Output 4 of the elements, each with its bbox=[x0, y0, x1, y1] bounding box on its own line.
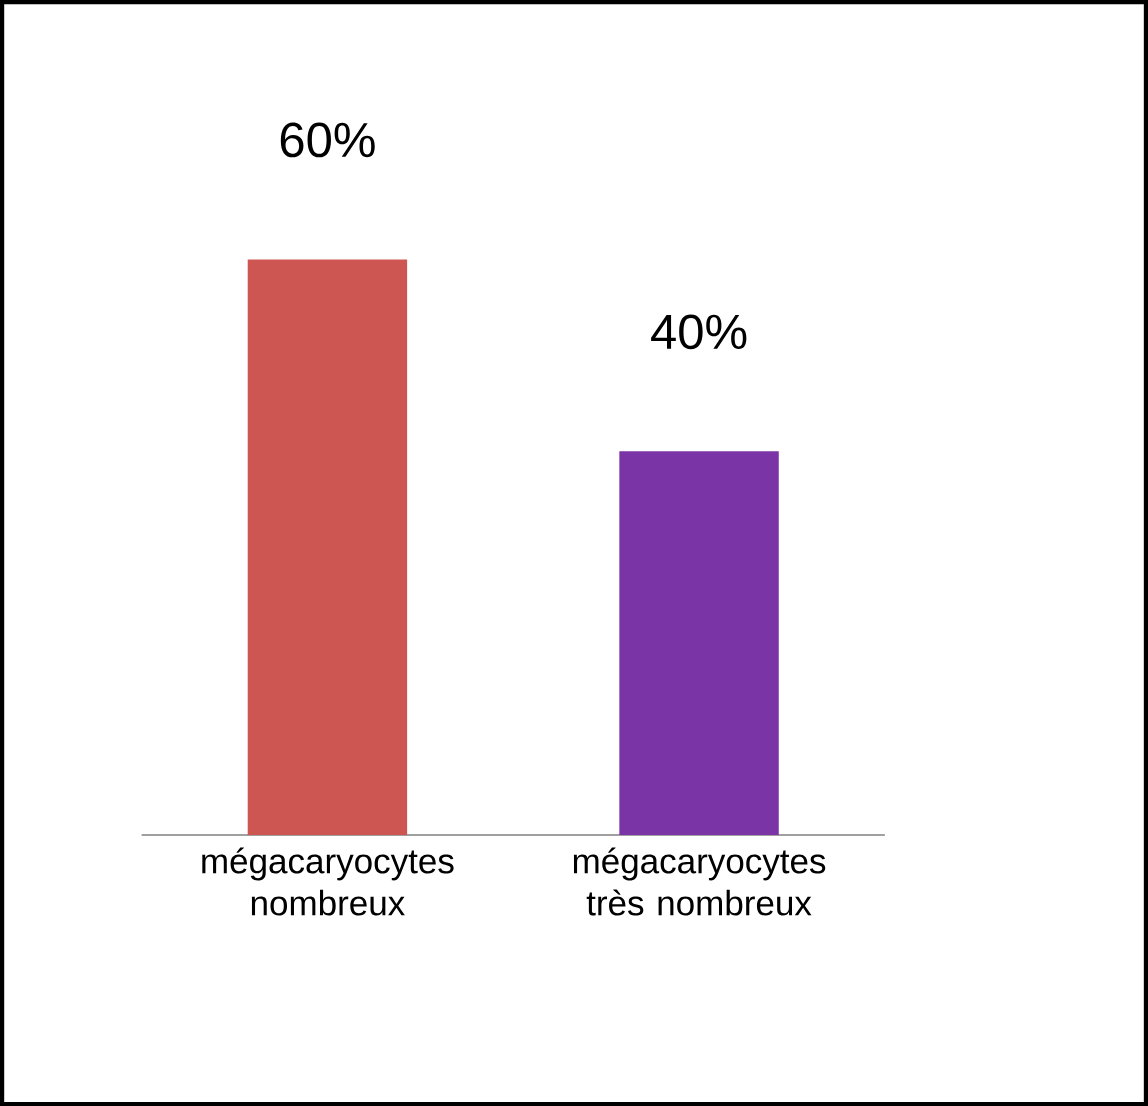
data-label: 40% bbox=[651, 314, 747, 350]
data-label: 60% bbox=[280, 122, 375, 158]
x-tick-label: mégacaryocytes très nombreux bbox=[573, 847, 826, 916]
x-tick-label: mégacaryocytes nombreux bbox=[202, 847, 454, 916]
